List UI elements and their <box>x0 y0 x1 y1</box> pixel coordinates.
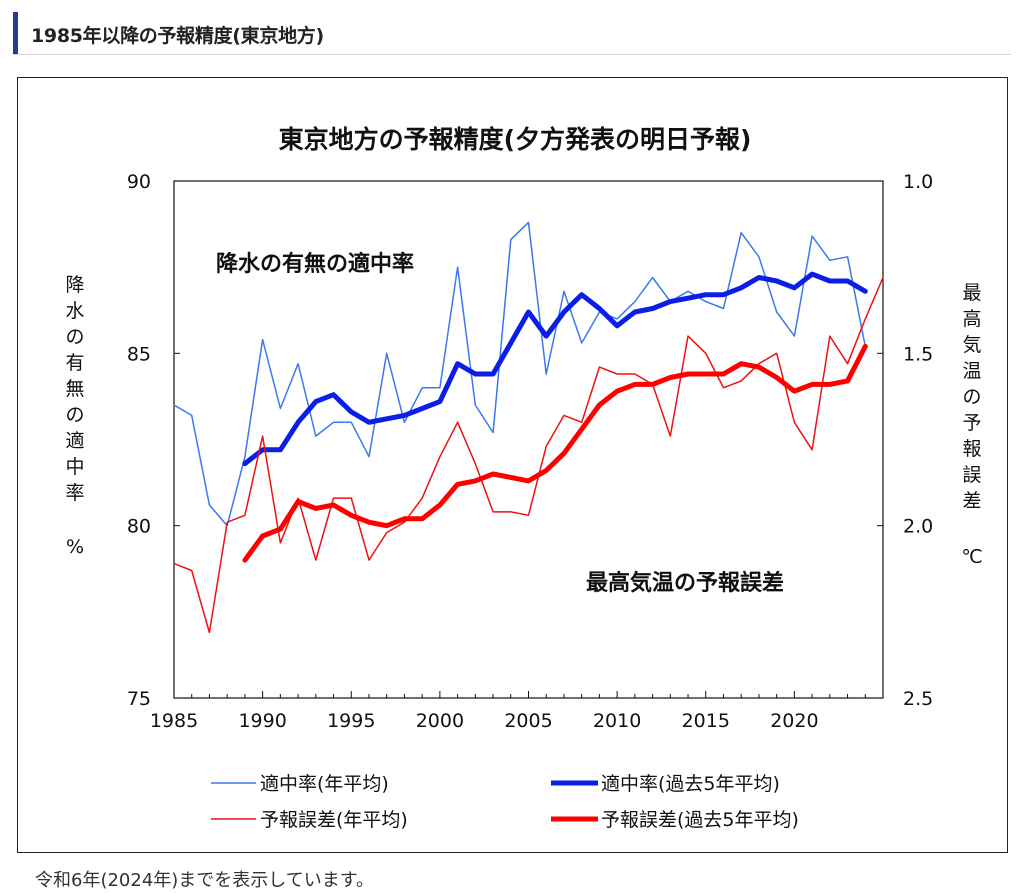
y-left-unit: % <box>66 536 84 558</box>
accent-bar <box>13 12 18 54</box>
y-right-tick-label: 1.5 <box>903 343 933 365</box>
chart-figure: 東京地方の予報精度(夕方発表の明日予報) 1985 1990 1995 2000 200… <box>17 77 1008 853</box>
x-tick-label: 1990 <box>238 710 286 732</box>
series-rain-5yr <box>242 271 868 467</box>
y-left-label-char: の <box>65 326 84 348</box>
x-tick-label: 2010 <box>593 710 641 732</box>
y-left-tick-label: 85 <box>127 343 151 365</box>
y-right-label-char: の <box>962 386 981 408</box>
temp-annotation: 最高気温の予報誤差 <box>586 570 784 596</box>
y-right-label-char: 誤 <box>962 464 981 486</box>
y-right-label-char: 報 <box>962 438 981 460</box>
legend-label-rain-annual: 適中率(年平均) <box>260 773 389 795</box>
y-left-label-char: 有 <box>65 352 84 374</box>
y-right-label-char: 差 <box>962 490 981 512</box>
chart-svg: 東京地方の予報精度(夕方発表の明日予報) 1985 1990 1995 2000 200… <box>65 125 982 831</box>
y-right-label-char: 最 <box>962 282 981 304</box>
y-left-tick-label: 90 <box>127 171 151 193</box>
y-right-label-char: 高 <box>962 308 981 330</box>
y-left-label-char: 無 <box>65 378 84 400</box>
y-left-label-char: の <box>65 404 84 426</box>
y-right-label-char: 気 <box>962 334 981 356</box>
legend-label-temp-5yr: 予報誤差(過去5年平均) <box>601 809 799 831</box>
legend: 適中率(年平均) 適中率(過去5年平均) 予報誤差(年平均) 予報誤差(過去5年… <box>211 773 799 831</box>
legend-label-temp-annual: 予報誤差(年平均) <box>260 809 408 831</box>
section-title: 1985年以降の予報精度(東京地方) <box>31 25 324 47</box>
series-temp-5yr <box>242 343 868 563</box>
y-right-tick-label: 2.5 <box>903 688 933 710</box>
y-left-label-char: 率 <box>65 482 84 504</box>
y-left-tick-label: 80 <box>127 516 151 538</box>
section-header: 1985年以降の予報精度(東京地方) <box>13 12 1011 55</box>
y-right-label-char: 温 <box>962 360 981 382</box>
y-left-label-char: 水 <box>65 300 84 322</box>
x-tick-label: 1985 <box>150 710 198 732</box>
plot-area: 1985 1990 1995 2000 2005 2010 2015 2020 90 85 80 75… <box>65 171 982 732</box>
caption: 令和6年(2024年)までを表示しています。 <box>35 870 374 891</box>
y-left-label-char: 降 <box>65 274 84 296</box>
y-left-label-char: 中 <box>65 456 84 478</box>
x-tick-label: 2005 <box>504 710 552 732</box>
x-tick-label: 2000 <box>416 710 464 732</box>
y-right-unit: ℃ <box>961 546 982 568</box>
rain-annotation: 降水の有無の適中率 <box>216 251 414 277</box>
legend-label-rain-5yr: 適中率(過去5年平均) <box>601 773 780 795</box>
y-right-label-char: 予 <box>962 412 981 434</box>
y-left-label-char: 適 <box>65 430 84 452</box>
chart-title: 東京地方の予報精度(夕方発表の明日予報) <box>279 125 752 154</box>
y-right-tick-label: 1.0 <box>903 171 933 193</box>
y-left-tick-label: 75 <box>127 688 151 710</box>
series-rain-annual <box>173 221 867 527</box>
x-tick-label: 2015 <box>682 710 730 732</box>
x-tick-label: 2020 <box>770 710 818 732</box>
y-right-tick-label: 2.0 <box>903 516 933 538</box>
x-tick-label: 1995 <box>327 710 375 732</box>
